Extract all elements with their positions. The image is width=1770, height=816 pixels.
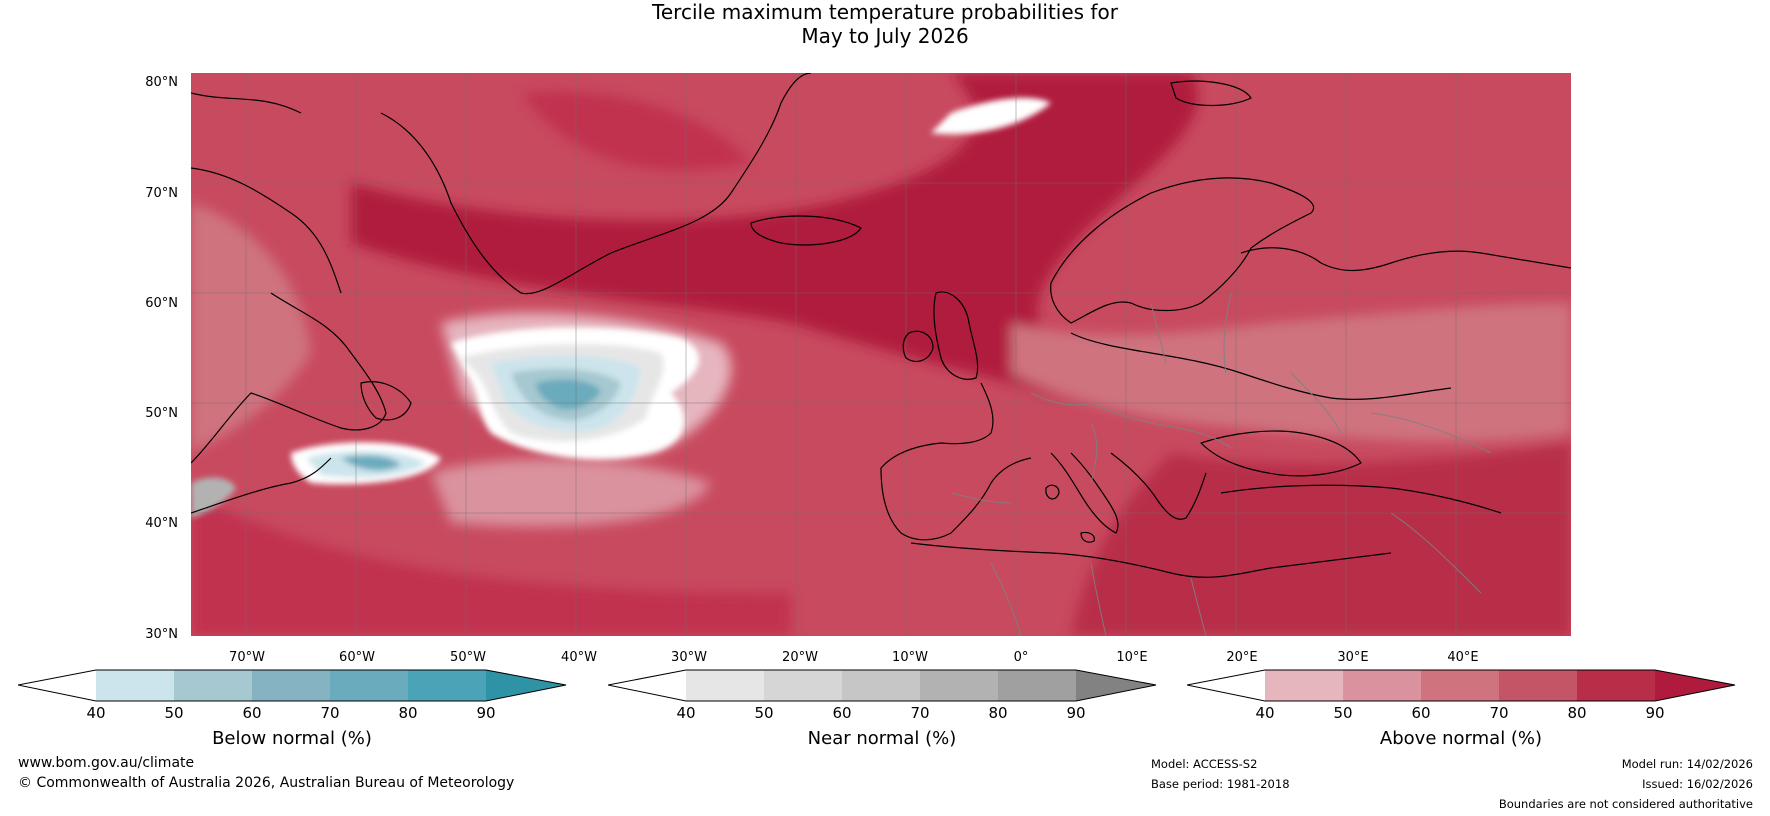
lon-label-30w: 30°W	[671, 650, 707, 665]
lon-label-40w: 40°W	[561, 650, 597, 665]
model-run-date: Model run: 14/02/2026	[1621, 757, 1753, 771]
lon-label-20e: 20°E	[1226, 650, 1258, 665]
below-normal-swatch-5	[408, 670, 486, 701]
lon-label-70w: 70°W	[229, 650, 265, 665]
below-normal-swatch-2	[174, 670, 252, 701]
below-normal-tick-80: 80	[398, 704, 418, 722]
above-normal-colorbar	[1187, 669, 1736, 702]
near-normal-tick-60: 60	[832, 704, 852, 722]
below-normal-swatch-1	[96, 670, 174, 701]
above-normal-tick-90: 90	[1645, 704, 1665, 722]
lon-label-20w: 20°W	[782, 650, 818, 665]
below-normal-swatch-4	[330, 670, 408, 701]
above-normal-swatch-4	[1499, 670, 1577, 701]
near-normal-swatch-3	[842, 670, 920, 701]
lon-label-30e: 30°E	[1337, 650, 1369, 665]
above-normal-swatch-1	[1265, 670, 1343, 701]
above-normal-tick-80: 80	[1567, 704, 1587, 722]
below-normal-tick-40: 40	[86, 704, 106, 722]
below-normal-swatch-0	[18, 670, 96, 701]
map-graphic	[191, 73, 1571, 636]
lat-label-80n: 80°N	[145, 75, 178, 90]
below-normal-tick-70: 70	[320, 704, 340, 722]
above-normal-tick-50: 50	[1333, 704, 1353, 722]
above-normal-swatch-0	[1187, 670, 1265, 701]
near-normal-colorbar	[608, 669, 1157, 702]
near-normal-tick-40: 40	[676, 704, 696, 722]
issued-date: Issued: 16/02/2026	[1642, 777, 1753, 791]
near-normal-swatch-0	[608, 670, 686, 701]
near-normal-tick-90: 90	[1066, 704, 1086, 722]
lat-label-50n: 50°N	[145, 406, 178, 421]
map-title: Tercile maximum temperature probabilitie…	[0, 0, 1770, 48]
below-normal-swatch-6	[486, 670, 566, 701]
below-normal-colorbar	[18, 669, 567, 702]
title-line-2: May to July 2026	[801, 24, 969, 48]
lon-label-40e: 40°E	[1447, 650, 1479, 665]
near-normal-swatch-1	[686, 670, 764, 701]
below-normal-tick-90: 90	[476, 704, 496, 722]
lon-label-50w: 50°W	[450, 650, 486, 665]
lat-label-40n: 40°N	[145, 516, 178, 531]
copyright-text: © Commonwealth of Australia 2026, Austra…	[18, 775, 515, 791]
above-normal-outline	[1187, 669, 1736, 702]
near-normal-label: Near normal (%)	[807, 728, 957, 749]
above-normal-label: Above normal (%)	[1379, 728, 1543, 749]
lon-label-10e: 10°E	[1116, 650, 1148, 665]
near-normal-outline	[608, 669, 1157, 702]
lon-label-10w: 10°W	[892, 650, 928, 665]
near-normal-swatch-5	[998, 670, 1076, 701]
above-normal-tick-60: 60	[1411, 704, 1431, 722]
lon-label-60w: 60°W	[339, 650, 375, 665]
near-normal-tick-70: 70	[910, 704, 930, 722]
near-normal-swatch-4	[920, 670, 998, 701]
lat-label-60n: 60°N	[145, 296, 178, 311]
above-normal-swatch-3	[1421, 670, 1499, 701]
above-normal-tick-70: 70	[1489, 704, 1509, 722]
lat-label-30n: 30°N	[145, 627, 178, 642]
below-normal-tick-50: 50	[164, 704, 184, 722]
probability-map[interactable]	[191, 73, 1571, 636]
near-normal-swatch-2	[764, 670, 842, 701]
model-name: Model: ACCESS-S2	[1151, 757, 1258, 771]
title-line-1: Tercile maximum temperature probabilitie…	[652, 0, 1118, 24]
near-normal-tick-80: 80	[988, 704, 1008, 722]
above-normal-swatch-6	[1655, 670, 1735, 701]
lat-label-70n: 70°N	[145, 186, 178, 201]
lon-label-0: 0°	[1013, 650, 1029, 665]
above-normal-tick-40: 40	[1255, 704, 1275, 722]
below-normal-tick-60: 60	[242, 704, 262, 722]
above-normal-swatch-2	[1343, 670, 1421, 701]
below-normal-label: Below normal (%)	[212, 728, 372, 749]
base-period: Base period: 1981-2018	[1151, 777, 1290, 791]
near-normal-swatch-6	[1076, 670, 1156, 701]
boundaries-disclaimer: Boundaries are not considered authoritat…	[1498, 797, 1753, 811]
website-link[interactable]: www.bom.gov.au/climate	[18, 755, 195, 771]
below-normal-swatch-3	[252, 670, 330, 701]
above-normal-swatch-5	[1577, 670, 1655, 701]
below-normal-outline	[18, 669, 567, 702]
near-normal-tick-50: 50	[754, 704, 774, 722]
